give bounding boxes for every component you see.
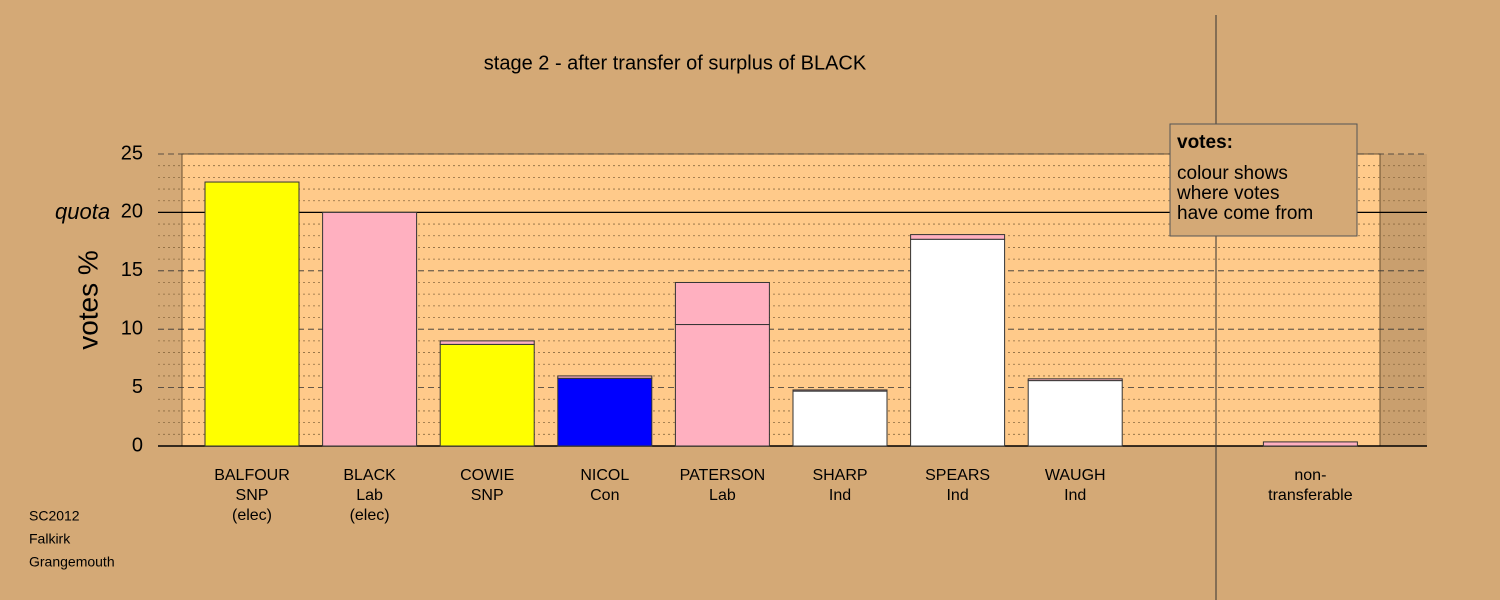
footer-text: Falkirk (29, 531, 71, 547)
bar-segment (910, 234, 1006, 240)
x-tick-label: SNP (471, 487, 504, 504)
x-tick-label: SNP (236, 487, 269, 504)
x-tick-label: Ind (1064, 487, 1086, 504)
x-tick-label: non- (1294, 467, 1326, 484)
x-tick-label: transferable (1268, 487, 1353, 504)
footer-text: Grangemouth (29, 554, 115, 570)
bar-segment (1027, 380, 1123, 447)
legend-box (1169, 123, 1358, 237)
y-tick-label: 20 (121, 201, 143, 223)
x-tick-label: (elec) (350, 507, 390, 524)
y-tick-label: 25 (121, 142, 143, 164)
legend-text: colour shows (1177, 163, 1288, 184)
x-tick-label: Ind (946, 487, 968, 504)
x-tick-label: Ind (829, 487, 851, 504)
bar-segment (1262, 441, 1358, 447)
footer-text: SC2012 (29, 508, 80, 524)
bar-segment (557, 377, 653, 447)
bar-segment (439, 340, 535, 345)
legend-text: have come from (1177, 203, 1313, 224)
y-tick-label: 5 (132, 376, 143, 398)
legend: votes: colour shows where votes have com… (1169, 123, 1358, 237)
x-tick-label: PATERSON (680, 467, 766, 484)
bar-segment (674, 324, 770, 447)
y-axis-label: votes % (72, 250, 103, 350)
x-tick-label: Con (590, 487, 619, 504)
legend-text: where votes (1176, 183, 1279, 204)
x-tick-label: BLACK (343, 467, 396, 484)
y-tick-label: 0 (132, 434, 143, 456)
x-tick-label: NICOL (580, 467, 629, 484)
quota-label: quota (55, 199, 110, 224)
bar-segment (910, 238, 1006, 447)
y-tick-label: 15 (121, 259, 143, 281)
x-tick-label: WAUGH (1045, 467, 1106, 484)
bar-segment (674, 281, 770, 326)
bar-segment (557, 375, 653, 379)
bar-segment (204, 181, 300, 447)
bar-segment (792, 390, 888, 447)
chart-title: stage 2 - after transfer of surplus of B… (484, 52, 867, 74)
x-tick-label: (elec) (232, 507, 272, 524)
bar-segment (322, 211, 418, 447)
bar-segment (439, 343, 535, 447)
side-area (1380, 154, 1427, 446)
bar-segment (792, 389, 888, 392)
x-tick-label: COWIE (460, 467, 514, 484)
x-tick-label: Lab (356, 487, 383, 504)
bar-segment (1027, 378, 1123, 382)
x-tick-label: SPEARS (925, 467, 990, 484)
x-tick-label: Lab (709, 487, 736, 504)
x-tick-label: BALFOUR (214, 467, 290, 484)
y-tick-label: 10 (121, 317, 143, 339)
legend-title: votes: (1177, 132, 1233, 153)
x-tick-label: SHARP (812, 467, 867, 484)
